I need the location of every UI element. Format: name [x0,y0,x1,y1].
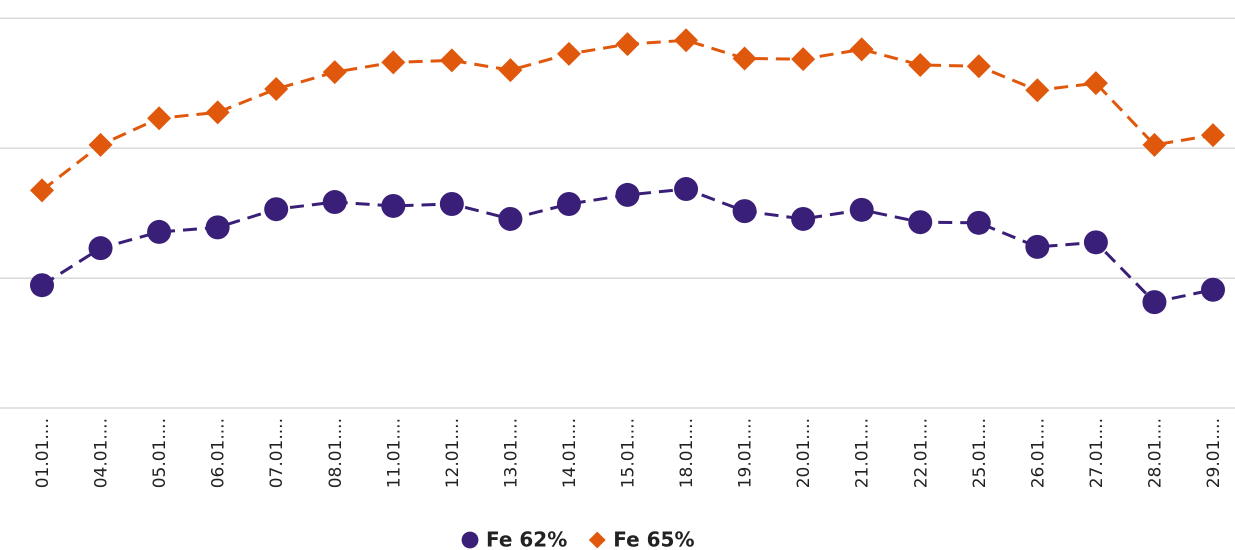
data-point [615,32,640,57]
data-point [615,182,640,207]
data-point [498,206,523,231]
data-point [30,273,54,298]
data-point [732,199,757,224]
data-point [439,48,464,73]
legend-marker [588,531,606,549]
data-point [147,219,172,244]
x-tick-label: 18.01.... [677,418,697,488]
data-point [908,210,933,235]
x-tick-label: 28.01.... [1145,418,1165,488]
x-tick-label: 22.01.... [911,418,931,488]
data-point [674,177,699,202]
data-point [1025,234,1050,259]
x-tick-label: 11.01.... [384,418,404,488]
x-tick-label: 20.01.... [794,418,814,488]
x-tick-label: 01.01.... [33,418,53,488]
x-tick-label: 14.01.... [560,418,580,488]
data-point [264,197,289,222]
data-point [1025,78,1050,103]
data-point [1142,132,1167,157]
data-point [1083,230,1108,255]
data-point [381,50,406,75]
data-point [732,46,757,71]
x-tick-label: 27.01.... [1087,418,1107,488]
data-point [322,60,347,85]
legend-label: Fe 65% [613,528,694,550]
legend-label: Fe 62% [486,528,567,550]
x-tick-label: 29.01.... [1204,418,1224,488]
x-tick-label: 19.01.... [736,418,756,488]
x-tick-label: 08.01.... [326,418,346,488]
data-point [556,192,581,216]
data-point [381,193,406,218]
data-point [88,236,113,261]
x-tick-label: 25.01.... [970,418,990,488]
data-point [966,210,991,235]
data-point [498,58,523,83]
x-tick-label: 04.01.... [92,418,112,488]
data-point [205,215,230,240]
x-tick-label: 15.01.... [619,418,639,488]
data-point [556,41,581,66]
data-point [264,77,289,102]
x-tick-label: 13.01.... [501,418,521,488]
x-tick-label: 21.01.... [853,418,873,488]
data-point [791,47,816,72]
x-tick-label: 06.01.... [209,418,229,488]
data-point [30,178,54,203]
data-point [849,197,874,222]
data-point [1201,123,1225,148]
x-tick-label: 07.01.... [267,418,287,488]
data-point [791,206,816,231]
data-point [88,132,113,157]
data-point [147,106,172,131]
data-point [205,100,230,125]
data-point [849,37,874,62]
data-point [908,52,933,77]
data-point [966,54,991,79]
data-point [1083,71,1108,96]
data-point [1142,290,1167,315]
data-point [1201,277,1225,302]
legend-marker [461,531,479,549]
data-point [439,192,464,216]
x-tick-label: 05.01.... [150,418,170,488]
x-tick-label: 12.01.... [443,418,463,488]
data-point [674,28,699,53]
x-tick-label: 26.01.... [1028,418,1048,488]
data-point [322,190,347,215]
